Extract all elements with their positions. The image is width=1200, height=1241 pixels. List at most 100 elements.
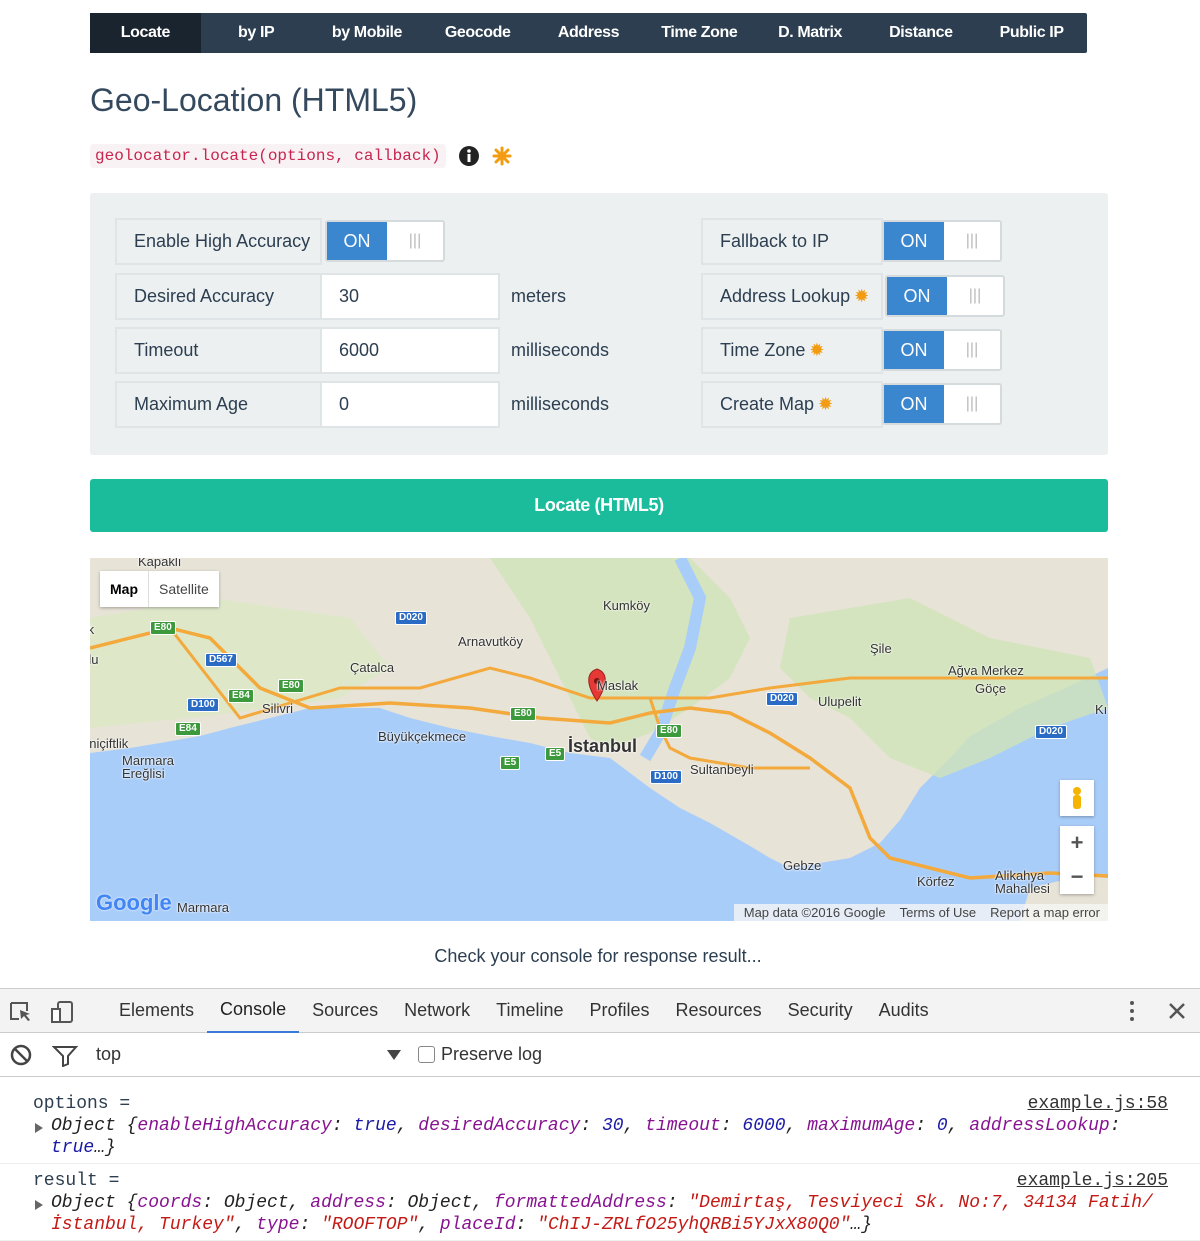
map-place-label: Kumköy <box>603 598 650 613</box>
dropdown-arrow <box>387 1049 401 1060</box>
devtools-tab[interactable]: Sources <box>312 1000 379 1020</box>
map-place-label: Kı <box>1095 702 1108 717</box>
nav-tab[interactable]: Distance <box>889 24 953 41</box>
road-shield: D020 <box>1035 725 1067 739</box>
map-place-label: Kapaklı <box>138 558 182 569</box>
locate-button[interactable]: Locate (HTML5) <box>90 479 1108 532</box>
devtools-tab[interactable]: Timeline <box>496 1000 564 1020</box>
console-token: Object { <box>51 1193 138 1213</box>
field-unit: milliseconds <box>511 394 610 414</box>
console-token: "Demirtaş, Tesviyeci Sk. No:7, 34134 Fat… <box>51 1193 1153 1235</box>
nav-tab[interactable]: by IP <box>238 24 275 41</box>
devtools-menu-close[interactable] <box>1120 999 1190 1023</box>
map-place-label: İstanbul <box>568 736 638 756</box>
toggle[interactable]: ON ||| <box>882 383 1002 425</box>
road-shield: E80 <box>278 679 304 693</box>
devtools-icons[interactable] <box>8 1000 78 1024</box>
console-token: placeId <box>439 1215 516 1235</box>
devtools-tab[interactable]: Audits <box>878 1000 929 1020</box>
devtools-tab[interactable]: Profiles <box>589 1000 650 1020</box>
console-token: true <box>353 1116 397 1136</box>
info-icon[interactable] <box>458 145 480 167</box>
map-place-label: ık <box>90 622 95 637</box>
nav-tab[interactable]: D. Matrix <box>778 24 843 41</box>
console-token: , <box>785 1116 808 1136</box>
toggle[interactable]: ON ||| <box>882 329 1002 371</box>
toggle[interactable]: ON ||| <box>882 220 1002 262</box>
map[interactable]: Map Satellite + − Google Map data ©2016 Go… <box>90 558 1108 921</box>
field-label-text: Create Map <box>720 394 815 414</box>
devtools-tab[interactable]: Resources <box>675 1000 762 1020</box>
field-label: Create Map ✹ <box>701 381 883 428</box>
devtools-tab[interactable]: Elements <box>119 1000 195 1020</box>
field-label: Time Zone ✹ <box>701 327 883 374</box>
road-shield: E80 <box>150 621 176 635</box>
field-label-text: Time Zone <box>720 340 806 360</box>
map-footer-link[interactable]: Terms of Use <box>899 905 977 920</box>
map-place-label: Silivri <box>262 701 294 716</box>
field-input[interactable]: 0 <box>320 381 500 428</box>
field-input[interactable]: 30 <box>320 273 500 320</box>
console-token: : <box>515 1215 538 1235</box>
console-object[interactable]: Object {coords: Object, address: Object,… <box>33 1192 1170 1236</box>
console-token: : <box>299 1215 322 1235</box>
zoom-button[interactable]: − <box>1070 864 1084 889</box>
console-token: address <box>310 1193 386 1213</box>
nav-tab[interactable]: Public IP <box>999 24 1064 41</box>
map-type-button[interactable]: Satellite <box>159 581 209 597</box>
map-place-label: Arnavutköy <box>458 634 524 649</box>
nav-tab[interactable]: Geocode <box>444 24 511 41</box>
console-token: , <box>623 1116 646 1136</box>
star-icon: ✹ <box>854 286 870 306</box>
console-token: formattedAddress <box>493 1193 667 1213</box>
zoom-button[interactable]: + <box>1070 830 1084 855</box>
console-token: …} <box>94 1138 116 1158</box>
nav-tab[interactable]: by Mobile <box>331 24 403 41</box>
console-token: , <box>418 1215 440 1235</box>
toggle-on: ON <box>884 385 944 423</box>
console-object[interactable]: Object {enableHighAccuracy: true, desire… <box>33 1115 1170 1159</box>
toggle[interactable]: ON ||| <box>885 275 1005 317</box>
console-token: 6000 <box>742 1116 786 1136</box>
nav-tab[interactable]: Time Zone <box>661 24 738 41</box>
console-token: : <box>720 1116 743 1136</box>
nav-tab[interactable]: Address <box>557 24 620 41</box>
devtools-tab[interactable]: Console <box>207 989 300 1033</box>
field-input[interactable]: 6000 <box>320 327 500 374</box>
map-type-button[interactable]: Map <box>100 571 149 607</box>
toggle-off: ||| <box>968 287 982 304</box>
console-token: : <box>915 1116 937 1136</box>
star-icon: ✹ <box>818 394 834 414</box>
toggle-on: ON <box>884 331 944 369</box>
toggle-on: ON <box>327 222 387 260</box>
devtools-tab[interactable]: Security <box>787 1000 853 1020</box>
console-entry: result = example.js:205 Object {coords: Ob… <box>0 1164 1200 1241</box>
clear-filter-icons[interactable] <box>10 1043 80 1067</box>
console-token: : <box>666 1193 689 1213</box>
field-unit: milliseconds <box>511 340 610 360</box>
devtools-tab[interactable]: Network <box>404 1000 471 1020</box>
status-text: Check your console for response result..… <box>434 946 762 966</box>
field-label-text: Address Lookup <box>720 286 851 306</box>
road-shield: D100 <box>650 770 682 784</box>
toggle[interactable]: ON ||| <box>325 220 445 262</box>
source-link[interactable]: example.js:205 <box>1016 1171 1168 1191</box>
console-token: : Object, <box>202 1193 311 1213</box>
map-type-control: Map Satellite <box>100 571 219 607</box>
console-token: type <box>256 1215 300 1235</box>
map-place-label: Marmara Ereğlisi <box>122 753 175 781</box>
pegman[interactable] <box>1060 780 1094 816</box>
context-select[interactable]: top <box>96 1044 122 1064</box>
star-icon <box>492 146 512 166</box>
preserve-checkbox[interactable] <box>418 1046 435 1063</box>
map-place-label: rlu <box>90 652 99 667</box>
map-footer-link[interactable]: Report a map error <box>990 905 1100 920</box>
devtools-tabs: Elements Console Sources Network Timeline Pro… <box>0 989 1200 1033</box>
console-token: : <box>580 1116 602 1136</box>
map-place-label: Marmara <box>177 900 230 915</box>
code-line: geolocator.locate(options, callback) <box>90 144 512 168</box>
console-label: result = <box>33 1171 120 1191</box>
source-link[interactable]: example.js:58 <box>1027 1094 1168 1114</box>
nav-tab[interactable]: Locate <box>90 13 201 53</box>
